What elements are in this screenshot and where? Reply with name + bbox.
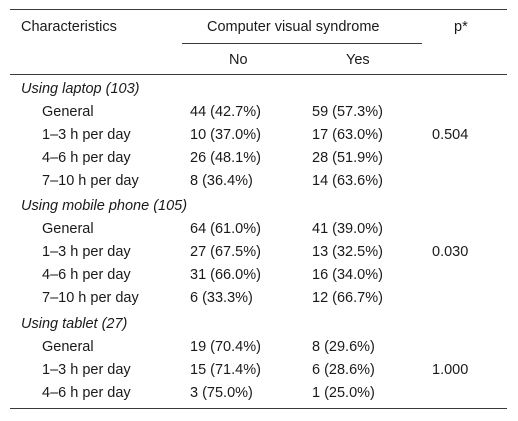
cell-no: 10 (37.0%) <box>190 127 261 143</box>
cell-yes: 17 (63.0%) <box>312 127 383 143</box>
row-label: 7–10 h per day <box>42 290 139 306</box>
header-bottom-rule <box>10 74 507 75</box>
table-bottom-rule <box>10 408 507 409</box>
row-label: 4–6 h per day <box>42 150 131 166</box>
header-no: No <box>229 52 248 68</box>
header-yes: Yes <box>346 52 370 68</box>
group-label-laptop: Using laptop (103) <box>21 81 140 97</box>
row-label: 1–3 h per day <box>42 244 131 260</box>
cell-p-value: 0.504 <box>432 127 469 143</box>
cell-yes: 28 (51.9%) <box>312 150 383 166</box>
row-label: General <box>42 221 94 237</box>
cell-no: 6 (33.3%) <box>190 290 253 306</box>
table-top-rule <box>10 9 507 10</box>
cell-yes: 6 (28.6%) <box>312 362 375 378</box>
header-computer-visual-syndrome: Computer visual syndrome <box>207 19 380 35</box>
header-sub-rule <box>182 43 422 44</box>
cell-no: 19 (70.4%) <box>190 339 261 355</box>
row-label: 7–10 h per day <box>42 173 139 189</box>
cell-no: 3 (75.0%) <box>190 385 253 401</box>
header-p-value: p* <box>454 19 468 35</box>
header-characteristics: Characteristics <box>21 19 117 35</box>
row-label: 1–3 h per day <box>42 362 131 378</box>
row-label: 4–6 h per day <box>42 385 131 401</box>
row-label: General <box>42 104 94 120</box>
cell-no: 26 (48.1%) <box>190 150 261 166</box>
cell-yes: 14 (63.6%) <box>312 173 383 189</box>
group-label-tablet: Using tablet (27) <box>21 316 128 332</box>
cell-yes: 41 (39.0%) <box>312 221 383 237</box>
cell-yes: 59 (57.3%) <box>312 104 383 120</box>
row-label: General <box>42 339 94 355</box>
cell-no: 15 (71.4%) <box>190 362 261 378</box>
data-table: Characteristics Computer visual syndrome… <box>10 9 507 409</box>
cell-no: 31 (66.0%) <box>190 267 261 283</box>
group-label-mobile-phone: Using mobile phone (105) <box>21 198 188 214</box>
cell-p-value: 1.000 <box>432 362 469 378</box>
cell-no: 44 (42.7%) <box>190 104 261 120</box>
cell-no: 64 (61.0%) <box>190 221 261 237</box>
cell-yes: 16 (34.0%) <box>312 267 383 283</box>
cell-p-value: 0.030 <box>432 244 469 260</box>
cell-yes: 12 (66.7%) <box>312 290 383 306</box>
cell-yes: 1 (25.0%) <box>312 385 375 401</box>
cell-no: 8 (36.4%) <box>190 173 253 189</box>
cell-yes: 8 (29.6%) <box>312 339 375 355</box>
cell-no: 27 (67.5%) <box>190 244 261 260</box>
row-label: 1–3 h per day <box>42 127 131 143</box>
cell-yes: 13 (32.5%) <box>312 244 383 260</box>
row-label: 4–6 h per day <box>42 267 131 283</box>
